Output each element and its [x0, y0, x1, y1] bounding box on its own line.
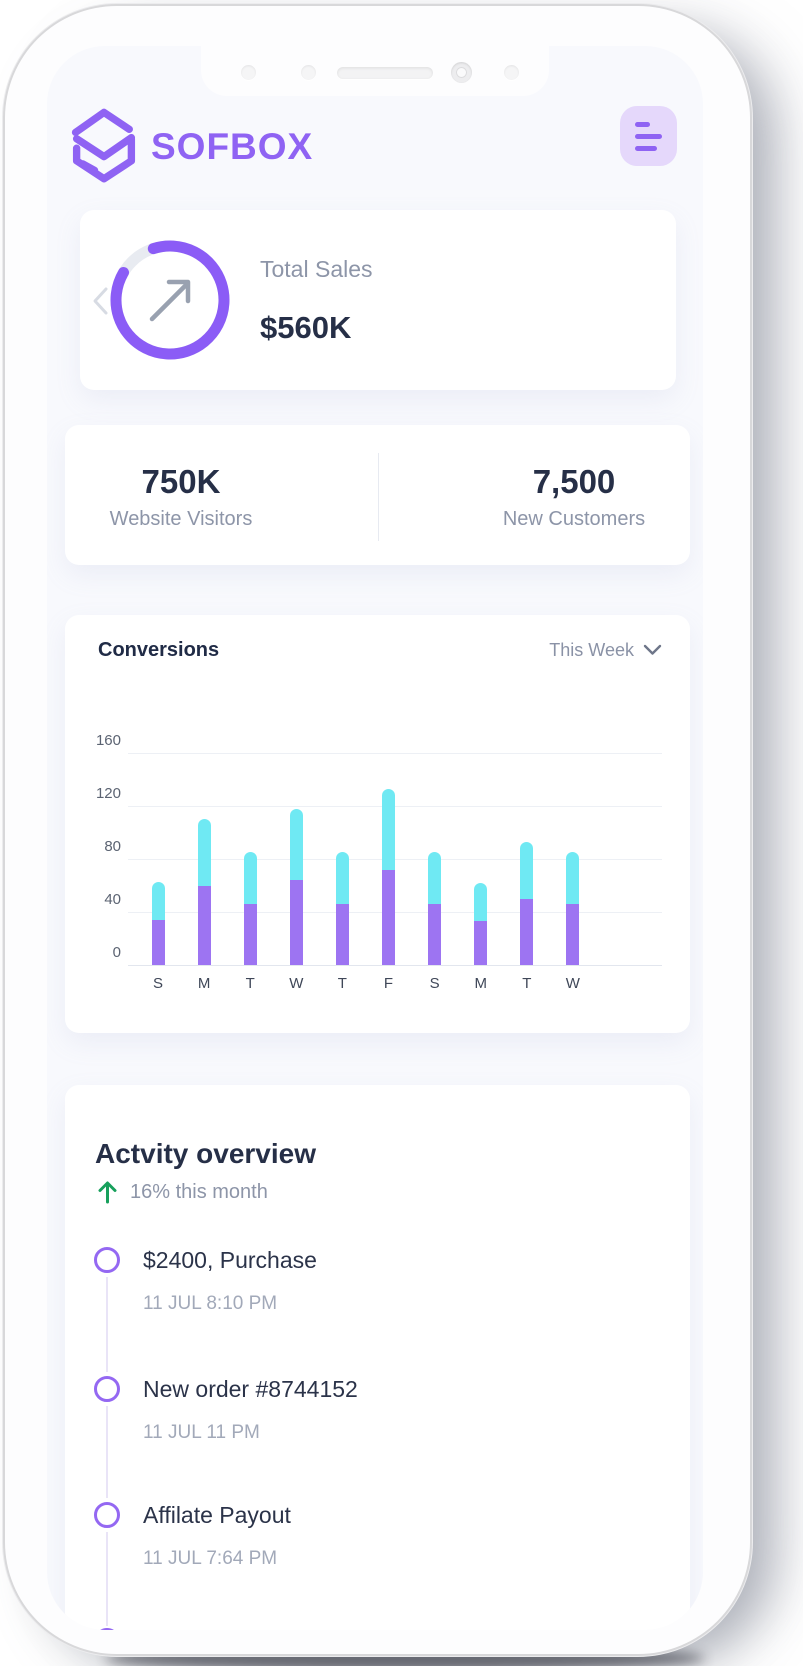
- bar-segment-primary: [243, 904, 257, 965]
- stat-label: Website Visitors: [109, 507, 253, 530]
- bar-f-5: [382, 788, 395, 965]
- bar-s-0: [151, 881, 165, 965]
- conversions-title: Conversions: [98, 639, 220, 661]
- brand-logo: SOFBOX: [65, 104, 313, 189]
- activity-item-time: 11 JUL 11 PM: [143, 1422, 260, 1443]
- x-axis-label: T: [245, 975, 255, 992]
- conversions-card: Conversions This Week 160 120 80 40: [65, 615, 690, 1033]
- carousel-prev-button[interactable]: [85, 284, 115, 320]
- bar-t-4: [335, 852, 349, 965]
- x-axis-label: M: [197, 975, 211, 992]
- chevron-left-icon: [89, 287, 111, 321]
- x-axis-label: T: [522, 975, 532, 992]
- timeline-node: [94, 1376, 120, 1402]
- y-axis-tick: 0: [112, 944, 121, 961]
- x-axis-label: W: [565, 975, 580, 992]
- y-axis-tick: 160: [95, 732, 121, 749]
- stat-label: New Customers: [502, 507, 646, 530]
- bar-m-1: [197, 819, 211, 965]
- bar-segment-primary: [335, 904, 349, 965]
- stat-website-visitors: 750K Website Visitors: [65, 460, 297, 531]
- x-axis-label: F: [383, 975, 394, 992]
- stat-new-customers: 7,500 New Customers: [458, 460, 690, 531]
- phone-frame: SOFBOX: [5, 6, 750, 1654]
- bar-t-8: [520, 841, 534, 965]
- bar-segment-primary: [289, 880, 303, 965]
- activity-item: [65, 1628, 690, 1630]
- bar-segment-primary: [474, 921, 488, 965]
- conversions-header: Conversions This Week: [98, 639, 662, 662]
- bar-segment-primary: [566, 904, 580, 965]
- sales-value: $560K: [260, 310, 352, 345]
- activity-title: Actvity overview: [95, 1138, 316, 1169]
- sales-label: Total Sales: [260, 256, 373, 282]
- activity-item: Affilate Payout 11 JUL 7:64 PM: [65, 1502, 690, 1582]
- x-axis-label: W: [289, 975, 304, 992]
- bar-w-9: [566, 852, 580, 965]
- activity-item-time: 11 JUL 7:64 PM: [143, 1548, 278, 1569]
- app-header: SOFBOX: [65, 104, 690, 188]
- bar-w-3: [289, 808, 303, 965]
- week-filter-dropdown[interactable]: This Week: [549, 640, 662, 661]
- y-axis-tick: 80: [104, 838, 121, 855]
- stats-divider: [377, 453, 379, 541]
- bar-m-7: [474, 882, 488, 965]
- sensor-dot: [301, 65, 316, 80]
- chevron-down-icon: [643, 640, 662, 661]
- gridline: [128, 806, 662, 807]
- y-axis-tick: 120: [95, 785, 121, 802]
- phone-notch: [201, 46, 549, 96]
- bar-segment-primary: [382, 869, 395, 965]
- activity-item: New order #8744152 11 JUL 11 PM: [65, 1376, 690, 1456]
- x-axis-label: S: [152, 975, 163, 992]
- trend-up-arrow-icon: [149, 279, 191, 322]
- y-axis: 160 120 80 40 0: [77, 732, 121, 965]
- activity-trend: 16% this month: [98, 1180, 268, 1205]
- bar-segment-primary: [520, 898, 534, 965]
- menu-button[interactable]: [620, 106, 677, 166]
- week-filter-label: This Week: [549, 640, 634, 660]
- activity-item-time: 11 JUL 8:10 PM: [143, 1293, 278, 1314]
- stats-card: 750K Website Visitors 7,500 New Customer…: [65, 425, 690, 565]
- sales-progress-ring: [105, 235, 235, 365]
- x-axis-label: S: [429, 975, 440, 992]
- stat-value: 7,500: [532, 462, 616, 500]
- activity-item-title: Affilate Payout: [143, 1502, 291, 1528]
- bar-t-2: [243, 852, 257, 965]
- timeline-node: [94, 1247, 120, 1273]
- brand-text: SOFBOX: [151, 125, 314, 167]
- gridline: [128, 965, 662, 966]
- total-sales-card: Total Sales $560K: [80, 210, 676, 390]
- activity-item-title: $2400, Purchase: [143, 1247, 317, 1273]
- activity-item-title: New order #8744152: [143, 1376, 358, 1402]
- stat-value: 750K: [141, 462, 221, 500]
- bar-segment-primary: [151, 919, 165, 965]
- timeline-connector: [106, 1406, 108, 1498]
- speaker-grille: [337, 67, 433, 79]
- y-axis-tick: 40: [104, 891, 121, 908]
- bar-segment-primary: [428, 904, 442, 965]
- bar-s-6: [428, 852, 442, 965]
- activity-item: $2400, Purchase 11 JUL 8:10 PM: [65, 1247, 690, 1327]
- timeline-connector: [106, 1532, 108, 1626]
- phone-screen: SOFBOX: [47, 46, 703, 1630]
- sensor-dot: [241, 65, 256, 80]
- front-camera: [451, 62, 472, 83]
- gridline: [128, 912, 662, 913]
- bar-segment-primary: [197, 885, 211, 965]
- arrow-up-icon: [98, 1180, 117, 1205]
- x-axis-label: T: [337, 975, 347, 992]
- timeline-connector: [106, 1277, 108, 1372]
- sensor-dot: [504, 65, 519, 80]
- gridline: [128, 753, 662, 754]
- activity-trend-text: 16% this month: [130, 1181, 268, 1203]
- gridline: [128, 859, 662, 860]
- sofbox-logo-icon: [65, 104, 143, 189]
- timeline-node: [94, 1628, 120, 1630]
- timeline-node: [94, 1502, 120, 1528]
- x-axis-label: M: [474, 975, 487, 992]
- activity-card: Actvity overview 16% this month $2400, P…: [65, 1085, 690, 1630]
